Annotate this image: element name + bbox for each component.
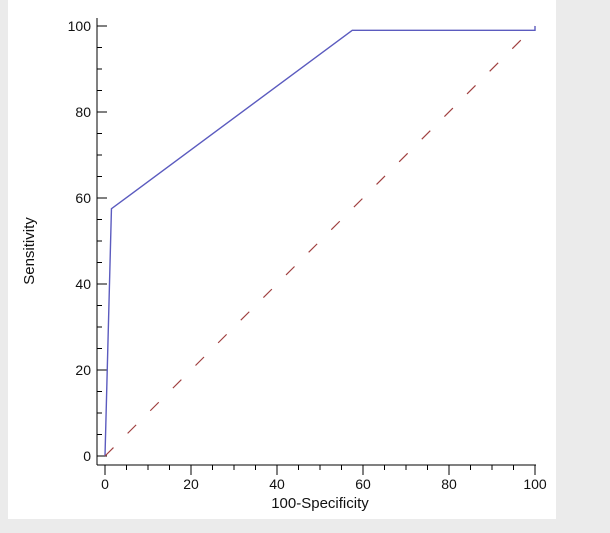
reference-diagonal-line — [104, 25, 536, 457]
x-tick-label: 0 — [101, 476, 109, 492]
roc-chart: 0 20 40 60 80 100 0 20 40 60 80 100 100-Specificity… — [21, 18, 547, 512]
y-tick-label: 40 — [75, 276, 91, 292]
y-tick-label: 80 — [75, 104, 91, 120]
x-tick-label: 60 — [355, 476, 371, 492]
y-tick-label: 60 — [75, 190, 91, 206]
x-tick-label: 80 — [441, 476, 457, 492]
roc-curve-line — [104, 26, 536, 457]
x-axis-title: 100-Specificity — [271, 495, 369, 512]
chart-panel: 0 20 40 60 80 100 0 20 40 60 80 100 100-Specificity… — [8, 0, 556, 519]
y-tick-label: 0 — [83, 448, 91, 464]
y-tick-label: 100 — [68, 18, 92, 34]
x-tick-label: 100 — [523, 476, 547, 492]
y-axis-title: Sensitivity — [21, 217, 38, 285]
x-tick-label: 40 — [269, 476, 285, 492]
x-tick-label: 20 — [183, 476, 199, 492]
y-tick-label: 20 — [75, 362, 91, 378]
